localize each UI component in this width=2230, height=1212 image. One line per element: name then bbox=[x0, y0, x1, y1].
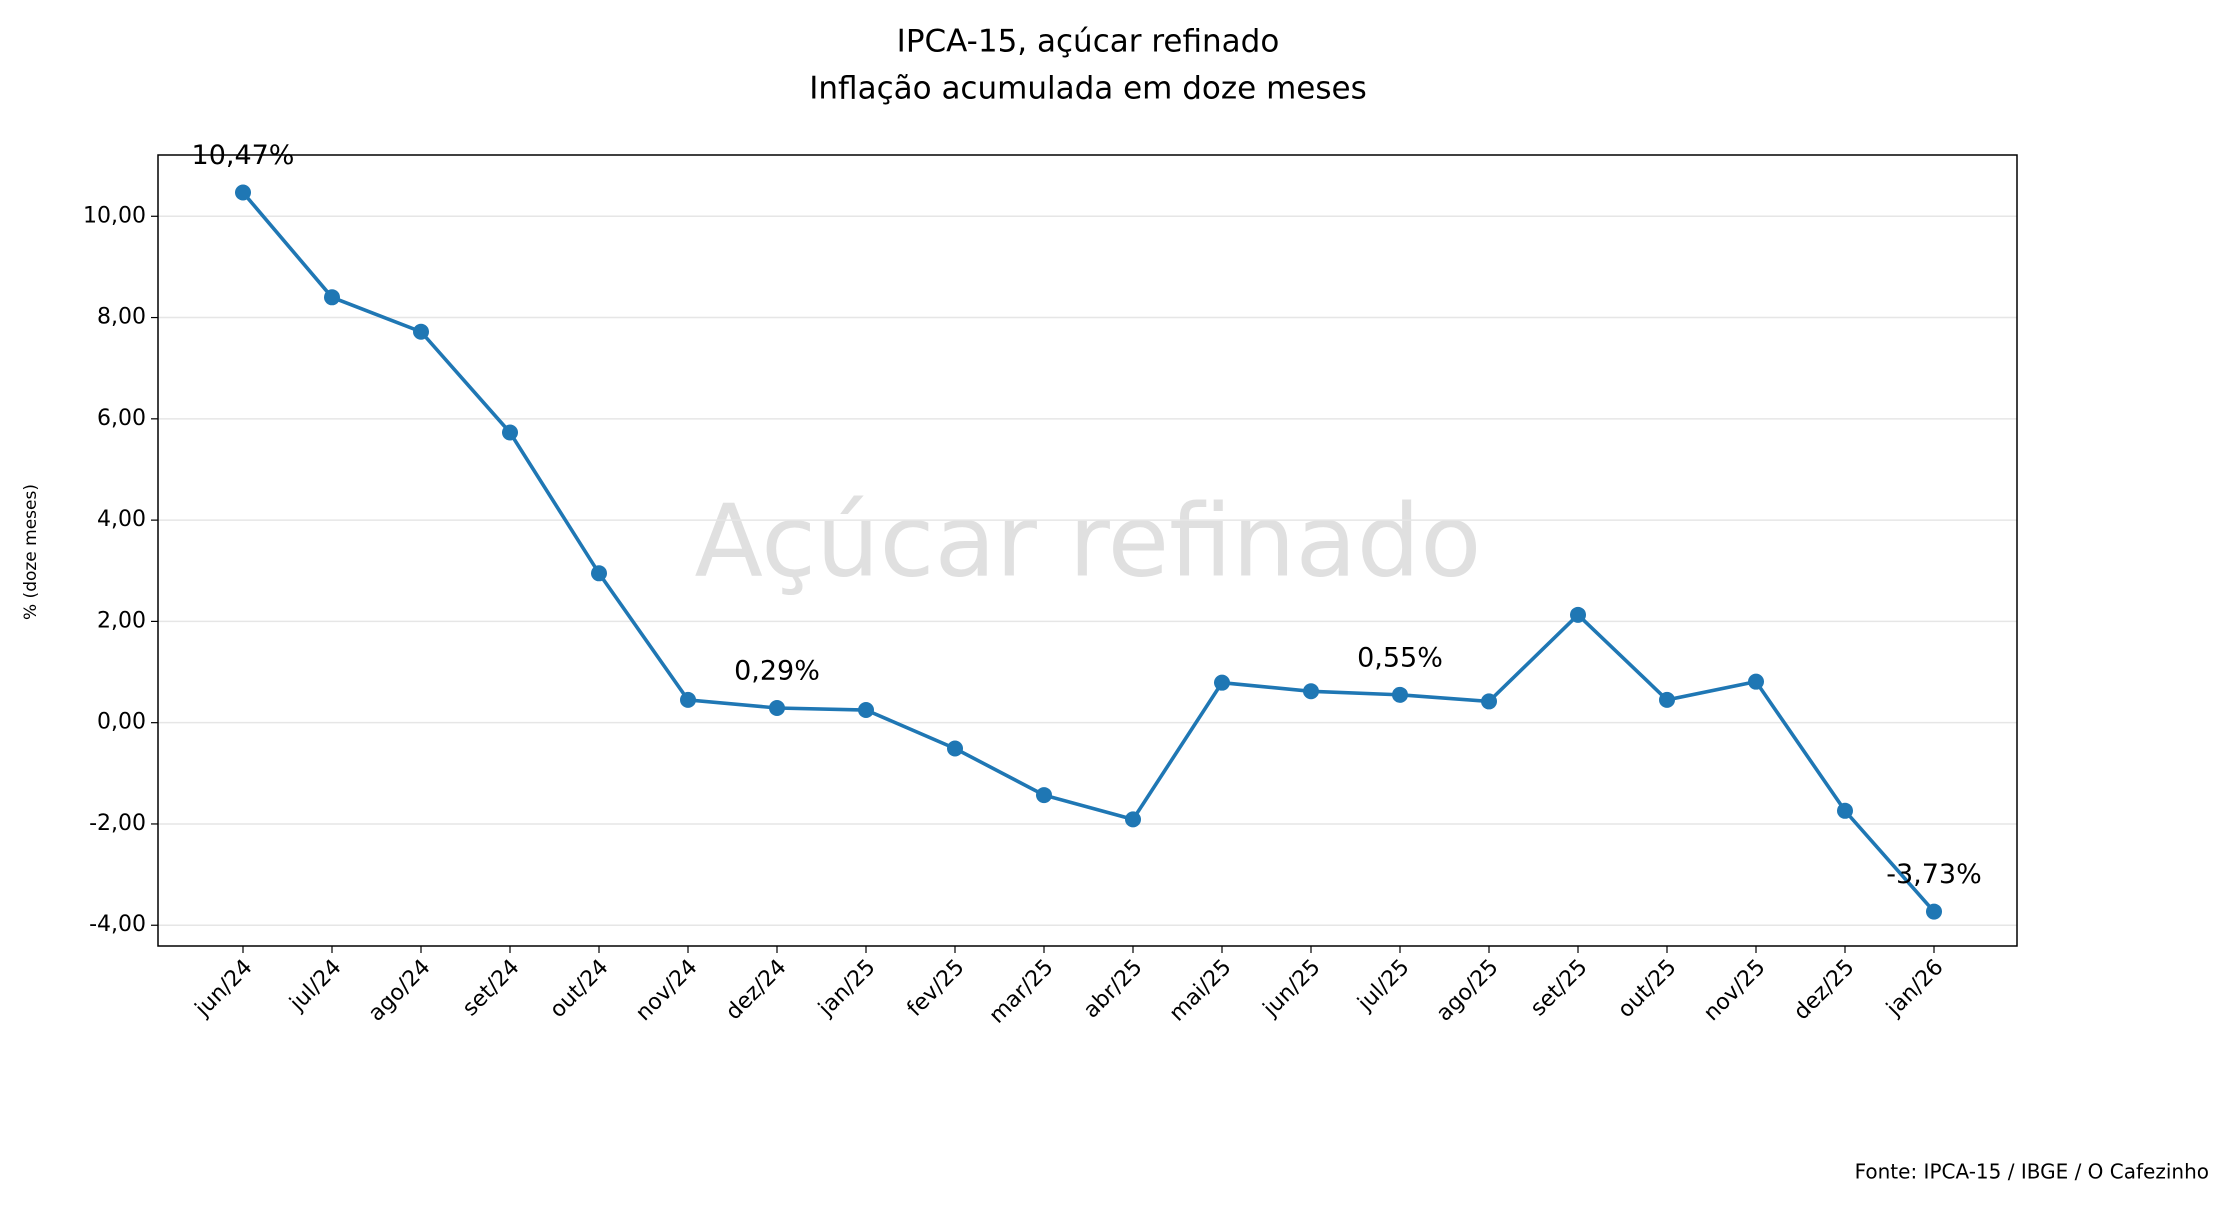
point bbox=[1570, 606, 1586, 623]
chart-subtitle: Inflação acumulada em doze meses bbox=[809, 71, 1366, 107]
x-tick-label: abr/25 bbox=[1079, 955, 1148, 1024]
x-tick-label: jul/25 bbox=[1353, 955, 1415, 1017]
point bbox=[680, 691, 696, 708]
x-tick-label: jan/26 bbox=[1881, 955, 1948, 1022]
point bbox=[502, 424, 518, 441]
y-tick-label: -2,00 bbox=[89, 811, 146, 836]
x-tick-label: jan/25 bbox=[813, 955, 880, 1022]
x-tick-label: dez/25 bbox=[1789, 955, 1859, 1025]
point bbox=[1748, 673, 1764, 690]
point bbox=[1837, 802, 1853, 819]
point bbox=[769, 699, 785, 716]
point bbox=[1392, 686, 1408, 703]
x-tick-label: mai/25 bbox=[1165, 955, 1237, 1027]
point bbox=[324, 289, 340, 306]
point bbox=[1926, 903, 1942, 920]
x-tick-label: jun/24 bbox=[190, 955, 257, 1022]
point bbox=[413, 323, 429, 340]
point bbox=[1036, 787, 1052, 804]
y-tick-label: 4,00 bbox=[97, 507, 146, 532]
value-label: -3,73% bbox=[1886, 859, 1982, 890]
y-tick-label: 0,00 bbox=[97, 710, 146, 735]
value-label: 0,55% bbox=[1357, 642, 1443, 673]
value-label: 10,47% bbox=[192, 140, 295, 171]
x-tick-label: out/25 bbox=[1613, 955, 1681, 1023]
watermark: Açúcar refinado bbox=[695, 482, 1482, 599]
x-tick-label: jun/25 bbox=[1258, 955, 1325, 1022]
y-tick-label: 10,00 bbox=[83, 203, 146, 228]
x-tick-label: set/24 bbox=[458, 955, 524, 1021]
plot-frame bbox=[157, 154, 2018, 947]
x-tick-label: mar/25 bbox=[985, 955, 1059, 1029]
point bbox=[947, 740, 963, 757]
chart-title: IPCA-15, açúcar refinado bbox=[897, 24, 1280, 60]
x-tick-label: nov/25 bbox=[1699, 955, 1770, 1026]
y-tick-label: -4,00 bbox=[89, 912, 146, 937]
point bbox=[1303, 683, 1319, 700]
point bbox=[1125, 811, 1141, 828]
x-tick-label: ago/25 bbox=[1432, 955, 1504, 1027]
x-tick-label: dez/24 bbox=[721, 955, 791, 1025]
value-label: 0,29% bbox=[734, 655, 820, 686]
point bbox=[1659, 691, 1675, 708]
y-axis-label: % (doze meses) bbox=[21, 484, 41, 620]
x-tick-label: nov/24 bbox=[631, 955, 702, 1026]
x-tick-label: jul/24 bbox=[285, 955, 347, 1017]
source: Fonte: IPCA-15 / IBGE / O Cafezinho bbox=[1855, 1160, 2209, 1184]
y-tick-label: 6,00 bbox=[97, 406, 146, 431]
x-tick-label: ago/24 bbox=[364, 955, 436, 1027]
y-tick-label: 2,00 bbox=[97, 608, 146, 633]
point bbox=[1214, 674, 1230, 691]
point bbox=[235, 184, 251, 201]
x-tick-label: fev/25 bbox=[903, 955, 970, 1022]
point bbox=[858, 702, 874, 719]
x-tick-label: set/25 bbox=[1526, 955, 1592, 1021]
point bbox=[591, 565, 607, 582]
y-tick-label: 8,00 bbox=[97, 305, 146, 330]
point bbox=[1481, 693, 1497, 710]
x-tick-label: out/24 bbox=[545, 955, 613, 1023]
line bbox=[241, 191, 1936, 913]
